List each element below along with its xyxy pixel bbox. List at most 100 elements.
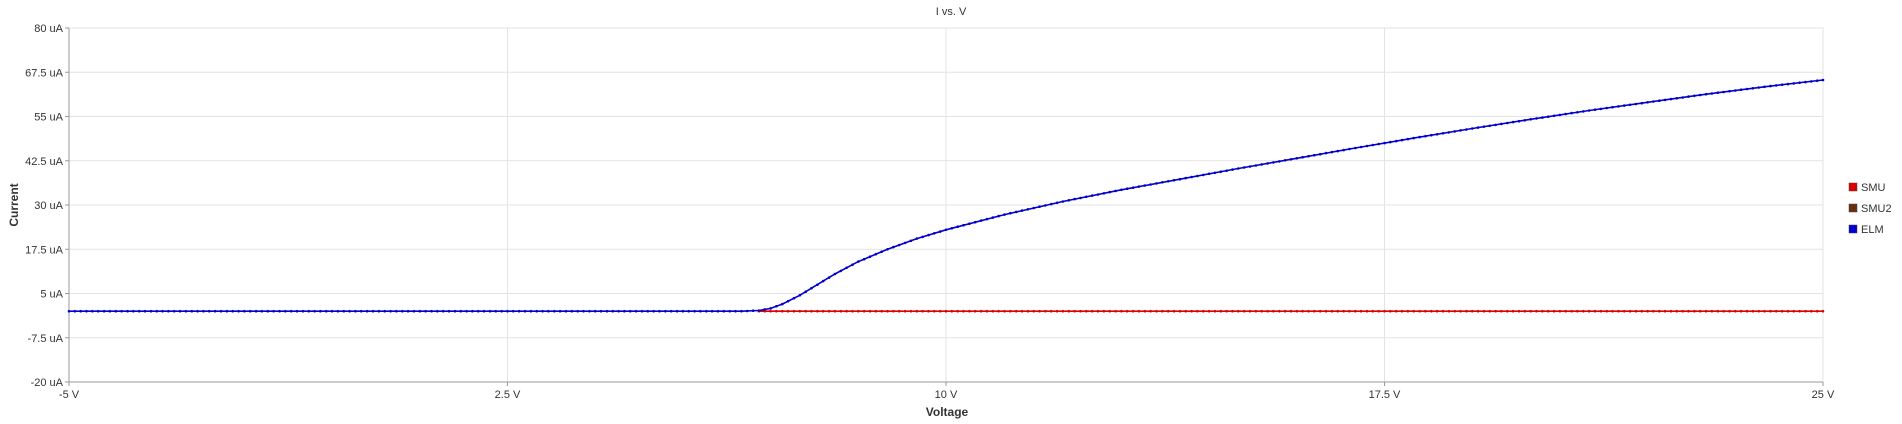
data-point	[997, 214, 1000, 218]
data-point	[1155, 182, 1158, 185]
data-point	[1722, 309, 1725, 313]
data-point	[436, 309, 439, 313]
data-point	[1055, 309, 1059, 313]
data-point	[769, 307, 772, 310]
data-point	[260, 309, 264, 313]
data-point	[202, 309, 205, 313]
y-tick-label: 17.5 uA	[25, 244, 64, 256]
data-point	[599, 309, 603, 313]
data-point	[623, 309, 626, 313]
data-point	[991, 309, 995, 313]
data-point	[383, 309, 387, 313]
data-point	[430, 309, 433, 313]
data-point	[1318, 309, 1322, 313]
data-point	[1225, 169, 1228, 172]
data-point	[1722, 90, 1725, 94]
data-point	[757, 309, 761, 312]
data-point	[1476, 126, 1480, 129]
data-point	[1412, 309, 1415, 313]
data-point	[781, 309, 784, 313]
data-point	[710, 309, 714, 313]
data-point	[1418, 135, 1421, 139]
data-point	[1125, 309, 1129, 313]
data-point	[1593, 309, 1597, 313]
data-point	[1617, 309, 1620, 313]
data-point	[289, 309, 293, 313]
data-point	[1430, 133, 1433, 137]
data-point	[892, 245, 895, 249]
data-point	[1535, 309, 1538, 313]
data-point	[1482, 309, 1486, 313]
data-point	[1599, 107, 1603, 111]
y-tick-label: 80 uA	[34, 23, 63, 35]
data-point	[424, 309, 427, 313]
data-point	[1131, 309, 1135, 313]
data-point	[675, 309, 679, 313]
data-point	[91, 309, 94, 313]
data-point	[938, 309, 942, 313]
data-point	[1137, 309, 1141, 313]
data-point	[716, 309, 720, 313]
data-point	[1377, 142, 1380, 146]
data-point	[1780, 83, 1784, 86]
data-point	[1430, 309, 1433, 313]
data-point	[576, 309, 579, 313]
data-point	[1055, 201, 1059, 205]
y-tick-label: 42.5 uA	[25, 156, 64, 168]
data-point	[1014, 309, 1018, 313]
data-point	[1622, 104, 1626, 107]
data-point	[1079, 309, 1082, 313]
data-point	[629, 309, 632, 313]
data-point	[851, 309, 854, 313]
data-point	[1143, 309, 1147, 313]
data-point	[1605, 106, 1608, 110]
data-point	[1693, 309, 1696, 313]
data-point	[213, 309, 217, 313]
data-point	[1470, 309, 1474, 313]
data-point	[1792, 82, 1796, 85]
data-point	[1155, 309, 1158, 313]
data-point	[517, 309, 521, 313]
data-point	[839, 269, 843, 273]
data-point	[1178, 177, 1182, 181]
data-point	[1494, 309, 1497, 313]
data-point	[1628, 309, 1632, 313]
legend: SMU SMU2 ELM	[1848, 182, 1892, 236]
data-point	[1371, 309, 1375, 313]
data-point	[1231, 168, 1234, 171]
data-point	[1348, 147, 1351, 151]
data-point	[792, 309, 796, 313]
data-point	[243, 309, 246, 313]
data-point	[950, 227, 954, 230]
data-point	[786, 299, 790, 303]
data-point	[845, 266, 848, 270]
data-point	[541, 309, 544, 313]
y-tick-label: -7.5 uA	[28, 333, 64, 345]
data-point	[640, 309, 644, 313]
data-point	[816, 309, 819, 313]
data-point	[1079, 196, 1082, 200]
x-tick-label: 2.5 V	[495, 389, 521, 401]
data-point	[161, 309, 164, 313]
x-tick-label: 17.5 V	[1369, 389, 1401, 401]
data-point	[933, 232, 936, 235]
data-point	[1231, 309, 1234, 313]
y-tick-label: 30 uA	[34, 200, 63, 212]
data-point	[833, 272, 837, 276]
data-point	[248, 309, 252, 313]
data-point	[418, 309, 422, 313]
data-point	[1441, 309, 1445, 313]
data-point	[406, 309, 410, 313]
data-point	[1172, 178, 1176, 182]
data-point	[1734, 309, 1737, 313]
data-point	[851, 263, 854, 267]
data-point	[365, 309, 369, 313]
data-point	[1108, 309, 1111, 313]
data-point	[1354, 146, 1357, 150]
data-point	[1646, 309, 1649, 313]
data-point	[1032, 309, 1035, 313]
data-point	[1441, 132, 1445, 135]
data-point	[1810, 80, 1813, 83]
data-point	[1663, 98, 1667, 102]
data-point	[1687, 309, 1690, 313]
